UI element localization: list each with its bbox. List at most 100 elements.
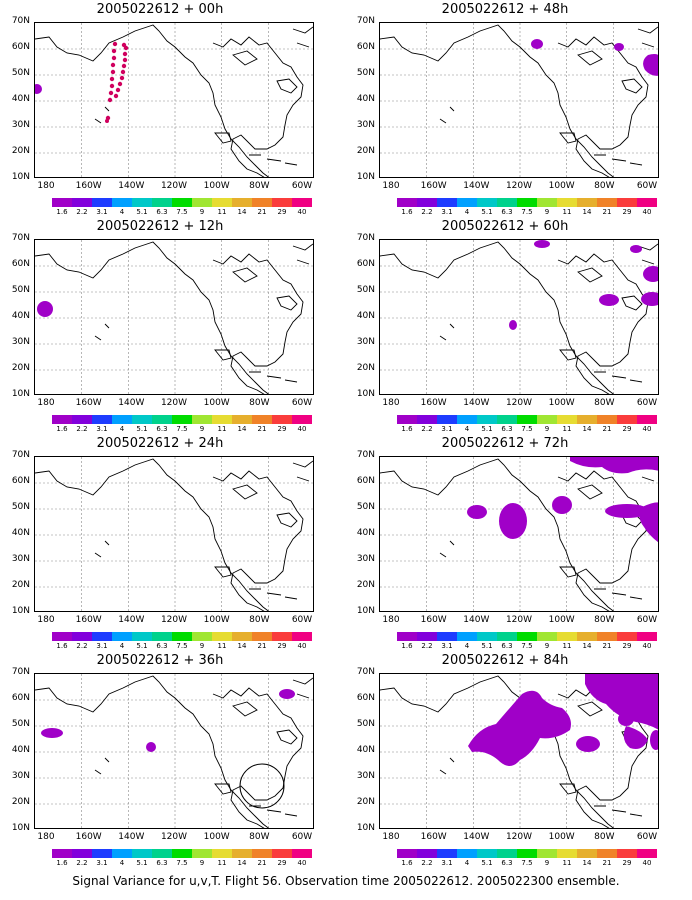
panel-title: 2005022612 + 12h <box>96 219 224 234</box>
colorbar-swatch <box>597 415 617 424</box>
coastline <box>212 470 304 611</box>
colorbar-label: 9 <box>199 208 205 216</box>
map-area <box>379 22 659 178</box>
colorbar-label: 11 <box>217 859 227 867</box>
coastline <box>214 349 232 361</box>
map-area <box>34 22 314 178</box>
colorbar-swatch <box>292 849 312 858</box>
colorbar-swatch <box>617 849 637 858</box>
coastline <box>577 50 603 66</box>
colorbar-label: 1.6 <box>401 859 413 867</box>
latitude-label: 30N <box>356 554 375 564</box>
colorbar-swatch <box>292 198 312 207</box>
colorbar-swatch <box>577 632 597 641</box>
longitude-label: 100W <box>548 181 575 191</box>
colorbar <box>397 849 657 858</box>
longitude-label: 120W <box>505 181 533 191</box>
latitude-label: 70N <box>356 667 375 677</box>
latitude-label: 40N <box>11 745 30 755</box>
colorbar-label: 1.6 <box>56 859 68 867</box>
colorbar-swatch <box>52 198 72 207</box>
colorbar-label: 6.3 <box>501 208 513 216</box>
latitude-label: 60N <box>11 42 30 52</box>
coastline <box>214 566 232 578</box>
colorbar-swatch <box>597 632 617 641</box>
latitude-label: 20N <box>356 797 375 807</box>
longitude-label: 60W <box>291 615 313 625</box>
longitude-label: 80W <box>594 398 615 408</box>
colorbar-label: 29 <box>277 208 287 216</box>
colorbar-label: 11 <box>562 859 572 867</box>
longitude-label: 140W <box>118 832 145 842</box>
colorbar-swatch <box>637 198 657 207</box>
colorbar-label: 14 <box>582 208 592 216</box>
longitude-label: 120W <box>160 181 188 191</box>
colorbar-label: 5.1 <box>481 425 493 433</box>
map-svg <box>380 240 658 394</box>
colorbar-label: 6.3 <box>156 642 168 650</box>
variance-overlay <box>37 301 53 317</box>
colorbar-swatch <box>192 849 212 858</box>
colorbar-label: 3.1 <box>96 425 108 433</box>
colorbar-label: 29 <box>622 642 632 650</box>
colorbar-swatch <box>537 849 557 858</box>
colorbar-swatch <box>52 415 72 424</box>
colorbar-label: 3.1 <box>441 642 453 650</box>
longitude-label: 140W <box>463 615 490 625</box>
colorbar-label: 4 <box>464 425 470 433</box>
colorbar-swatch <box>537 198 557 207</box>
colorbar-swatch <box>517 198 537 207</box>
coastline <box>594 588 643 600</box>
longitude-label: 60W <box>291 832 313 842</box>
colorbar-label: 21 <box>257 208 267 216</box>
longitude-label: 160W <box>75 398 102 408</box>
map-panel-24h: 2005022612 + 24h 70N 60N 50N 40N 30N 20N 10N 18… <box>0 434 320 650</box>
colorbar-label: 7.5 <box>521 642 533 650</box>
colorbar-swatch <box>537 632 557 641</box>
latitude-label: 30N <box>11 120 30 130</box>
longitude-label: 120W <box>160 832 188 842</box>
longitude-label: 80W <box>249 615 270 625</box>
variance-overlay <box>468 674 658 766</box>
colorbar-label: 4 <box>119 425 125 433</box>
longitude-label: 160W <box>420 398 447 408</box>
latitude-label: 50N <box>356 502 375 512</box>
colorbar-swatch <box>152 415 172 424</box>
longitude-label: 180 <box>37 398 55 408</box>
coastline <box>232 50 258 66</box>
colorbar-swatch <box>132 849 152 858</box>
variance-overlay <box>35 41 129 123</box>
latitude-label: 40N <box>356 745 375 755</box>
colorbar-swatch <box>417 849 437 858</box>
coastline <box>232 701 258 717</box>
colorbar-label: 4 <box>464 208 470 216</box>
coastline <box>557 36 649 177</box>
longitude-label: 80W <box>249 181 270 191</box>
latitude-label: 60N <box>356 476 375 486</box>
colorbar <box>397 198 657 207</box>
colorbar-swatch <box>637 415 657 424</box>
panel-title: 2005022612 + 24h <box>96 436 224 451</box>
colorbar <box>397 415 657 424</box>
coastline <box>621 78 643 94</box>
colorbar-label: 7.5 <box>521 208 533 216</box>
longitude-label: 160W <box>75 832 102 842</box>
colorbar-swatch <box>152 198 172 207</box>
coastline <box>94 540 110 558</box>
latitude-label: 30N <box>11 771 30 781</box>
coastline <box>577 267 603 283</box>
colorbar-swatch <box>517 415 537 424</box>
figure-caption: Signal Variance for u,v,T. Flight 56. Ob… <box>72 874 620 888</box>
longitude-label: 100W <box>203 398 230 408</box>
map-svg <box>35 674 313 828</box>
latitude-label: 40N <box>356 94 375 104</box>
colorbar-swatch <box>72 632 92 641</box>
longitude-label: 180 <box>382 398 400 408</box>
colorbar-label: 6.3 <box>501 642 513 650</box>
map-svg <box>35 457 313 611</box>
latitude-label: 10N <box>356 823 375 833</box>
coastline <box>439 540 455 558</box>
colorbar-swatch <box>252 849 272 858</box>
colorbar <box>52 198 312 207</box>
colorbar-label: 2.2 <box>76 642 88 650</box>
